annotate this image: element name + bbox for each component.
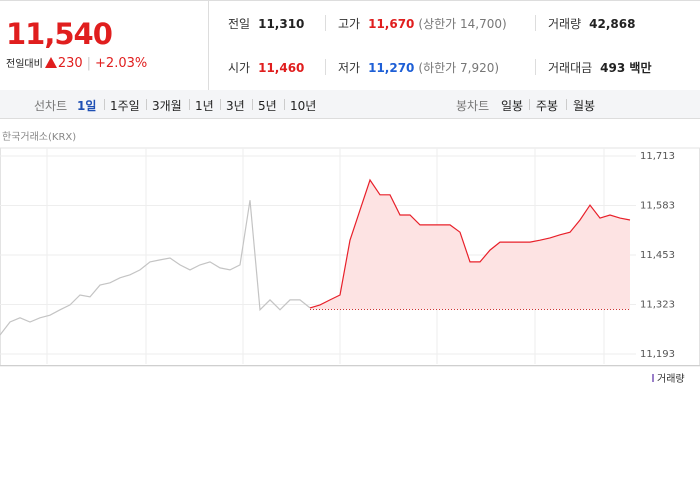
- area: [310, 179, 630, 310]
- price-line: [309, 178, 631, 309]
- info-note: (상한가 14,700): [418, 17, 507, 31]
- info-value: 11,670: [368, 17, 415, 31]
- source-label: 한국거래소(KRX): [2, 131, 76, 143]
- period-tab[interactable]: 10년: [290, 99, 317, 113]
- price-line: [0, 200, 311, 336]
- legend-label: 거래량: [657, 373, 685, 385]
- change-value: 230: [57, 56, 83, 71]
- divider: [284, 99, 285, 110]
- candle-tab[interactable]: 월봉: [573, 99, 596, 113]
- y-tick-label: 11,713: [640, 151, 675, 162]
- info-item: 전일 11,310: [228, 15, 304, 32]
- period-tab[interactable]: 1일: [77, 99, 97, 113]
- divider: [104, 99, 105, 110]
- divider: [252, 99, 253, 110]
- info-item: 고가 11,670 (상한가 14,700): [338, 15, 507, 32]
- info-label: 시가: [228, 61, 251, 75]
- change: 전일대비 230 | +2.03%: [6, 55, 147, 71]
- change-pct: +2.03%: [95, 56, 148, 71]
- separator: |: [86, 56, 92, 71]
- tab-group-label: 선차트: [34, 99, 68, 113]
- info-item: 저가 11,270 (하한가 7,920): [338, 59, 499, 76]
- divider: [220, 99, 221, 110]
- candle-tab[interactable]: 일봉: [501, 99, 524, 113]
- info-value: 11,270: [368, 61, 415, 75]
- price-box: 11,540 전일대비 230 | +2.03%: [0, 1, 209, 90]
- divider: [189, 99, 190, 110]
- summary: 11,540 전일대비 230 | +2.03% 전일 11,310 고가 11,670 (상…: [0, 0, 700, 91]
- info-label: 거래대금: [548, 61, 593, 75]
- info-note: (하한가 7,920): [418, 61, 500, 75]
- info-value: 11,460: [258, 61, 305, 75]
- candle-tab[interactable]: 주봉: [536, 99, 559, 113]
- y-tick-label: 11,323: [640, 300, 675, 311]
- y-tick-label: 11,453: [640, 250, 675, 261]
- info-label: 거래량: [548, 17, 582, 31]
- up-arrow: [44, 57, 57, 68]
- price: 11,540: [6, 17, 113, 51]
- period-tab[interactable]: 5년: [258, 99, 277, 113]
- info-item: 거래대금 493 백만: [548, 59, 651, 76]
- info-value: 11,310: [258, 17, 305, 31]
- period-tab[interactable]: 1년: [195, 99, 214, 113]
- divider: [325, 15, 326, 31]
- change-label: 전일대비: [6, 59, 43, 70]
- divider: [535, 15, 536, 31]
- chart: 한국거래소(KRX) 11,713 11,583 11,453 11,323 11,193…: [0, 131, 700, 385]
- period-tabs: 선차트 1일 1주일 3개월 1년 3년 5년 10년 봉차트 일봉 주봉 월봉: [0, 90, 700, 119]
- legend-swatch: [652, 374, 654, 382]
- period-tab[interactable]: 3개월: [152, 99, 182, 113]
- info-value: 493 백만: [600, 61, 652, 75]
- tab-group-label: 봉차트: [456, 99, 490, 113]
- info-label: 고가: [338, 17, 361, 31]
- period-tab[interactable]: 3년: [226, 99, 245, 113]
- info-item: 시가 11,460: [228, 59, 304, 76]
- divider: [325, 59, 326, 75]
- period-tab[interactable]: 1주일: [110, 99, 140, 113]
- divider: [566, 99, 567, 110]
- y-tick-label: 11,583: [640, 201, 675, 212]
- info-value: 42,868: [589, 17, 636, 31]
- info-label: 저가: [338, 61, 361, 75]
- divider: [535, 59, 536, 75]
- info-item: 거래량 42,868: [548, 15, 635, 32]
- info-label: 전일: [228, 17, 251, 31]
- divider: [146, 99, 147, 110]
- divider: [529, 99, 530, 110]
- y-tick-label: 11,193: [640, 349, 675, 360]
